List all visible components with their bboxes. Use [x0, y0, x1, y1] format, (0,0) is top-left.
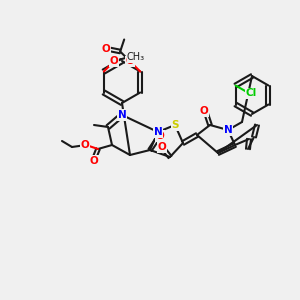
- Text: O: O: [158, 142, 166, 152]
- Text: S: S: [171, 120, 179, 130]
- Text: O: O: [156, 131, 164, 141]
- Text: N: N: [118, 110, 126, 120]
- Text: N: N: [224, 125, 232, 135]
- Text: O: O: [200, 106, 208, 116]
- Text: O: O: [102, 44, 111, 55]
- Text: O: O: [126, 56, 135, 67]
- Text: O: O: [90, 156, 98, 166]
- Text: O: O: [81, 140, 89, 150]
- Text: Cl: Cl: [246, 88, 257, 98]
- Text: CH₃: CH₃: [127, 52, 145, 62]
- Text: N: N: [154, 127, 162, 137]
- Text: O: O: [110, 56, 118, 67]
